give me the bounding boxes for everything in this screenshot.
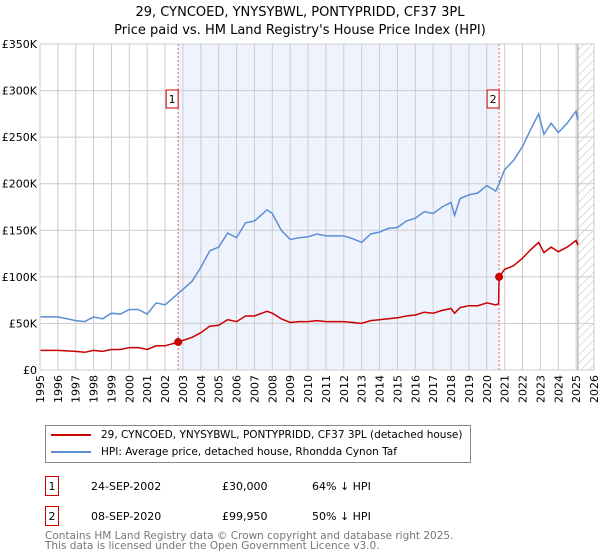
x-tick-label: 2004	[195, 375, 208, 403]
x-tick-label: 2018	[445, 375, 458, 403]
price-paid-line	[40, 239, 579, 354]
legend-item-property: 29, CYNCOED, YNYSYBWL, PONTYPRIDD, CF37 …	[51, 429, 462, 441]
x-tick-label: 2007	[248, 375, 261, 403]
x-tick-label: 2012	[338, 375, 351, 403]
x-tick-label: 2021	[499, 375, 512, 403]
footer-copyright: Contains HM Land Registry data © Crown c…	[45, 530, 454, 542]
x-tick-label: 2020	[481, 375, 494, 403]
x-tick-label: 2009	[284, 375, 297, 403]
sale-marker-box	[486, 89, 500, 109]
x-tick-label: 2016	[409, 375, 422, 403]
y-tick-label: £150K	[2, 224, 38, 237]
y-tick-label: £0	[23, 364, 37, 377]
x-tick-label: 2005	[213, 375, 226, 403]
sale-date: 24-SEP-2002	[91, 479, 162, 493]
x-tick-label: 1999	[105, 375, 118, 403]
sale-point	[495, 272, 504, 281]
x-tick-label: 1998	[88, 375, 101, 403]
sale-badge: 2	[45, 506, 59, 526]
shaded-period	[178, 44, 500, 370]
chart-title: 29, CYNCOED, YNYSYBWL, PONTYPRIDD, CF37 …	[135, 5, 465, 20]
plot-border	[39, 43, 595, 371]
footer-licence: This data is licensed under the Open Gov…	[45, 540, 380, 552]
y-tick-label: £100K	[2, 271, 38, 284]
x-tick-label: 2008	[266, 375, 279, 403]
y-tick-label: £250K	[2, 131, 38, 144]
sale-price: £99,950	[222, 509, 268, 523]
y-tick-label: £300K	[2, 85, 38, 98]
x-tick-label: 2017	[427, 375, 440, 403]
x-tick-label: 2002	[159, 375, 172, 403]
sale-point	[174, 338, 183, 347]
x-tick-label: 2011	[320, 375, 333, 403]
x-tick-label: 2025	[570, 375, 583, 403]
sale-marker-label: 1	[169, 93, 176, 106]
x-tick-label: 2013	[356, 375, 369, 403]
x-tick-label: 2019	[463, 375, 476, 403]
red-line-swatch	[51, 434, 91, 436]
x-tick-label: 2023	[534, 375, 547, 403]
sale-row: 2 08-SEP-2020 £99,950 50% ↓ HPI	[45, 506, 371, 526]
x-tick-label: 1995	[34, 375, 47, 403]
x-tick-label: 2003	[177, 375, 190, 403]
y-tick-label: £200K	[2, 178, 38, 191]
chart-subtitle: Price paid vs. HM Land Registry's House …	[114, 23, 486, 38]
sale-hpi-diff: 50% ↓ HPI	[312, 509, 371, 523]
x-tick-label: 1997	[70, 375, 83, 403]
hpi-line	[40, 109, 579, 323]
x-tick-label: 2026	[588, 375, 600, 403]
sale-date: 08-SEP-2020	[91, 509, 162, 523]
legend: 29, CYNCOED, YNYSYBWL, PONTYPRIDD, CF37 …	[45, 425, 471, 463]
x-tick-label: 2022	[517, 375, 530, 403]
x-tick-label: 2001	[141, 375, 154, 403]
x-tick-label: 2024	[552, 375, 565, 403]
legend-label: HPI: Average price, detached house, Rhon…	[101, 446, 397, 458]
legend-label: 29, CYNCOED, YNYSYBWL, PONTYPRIDD, CF37 …	[101, 429, 463, 441]
x-tick-label: 2010	[302, 375, 315, 403]
sale-marker-box	[165, 89, 179, 109]
y-tick-label: £350K	[2, 38, 38, 51]
blue-line-swatch	[51, 451, 91, 453]
x-tick-label: 2015	[391, 375, 404, 403]
x-tick-label: 2000	[123, 375, 136, 403]
sale-row: 1 24-SEP-2002 £30,000 64% ↓ HPI	[45, 476, 371, 496]
sale-badge: 1	[45, 476, 59, 496]
x-tick-label: 2014	[374, 375, 387, 403]
price-chart: 1995 1996 1997 1998 1999 2000 2001 2002 2003 2004…	[2, 38, 600, 403]
sale-price: £30,000	[222, 479, 268, 493]
footer: Contains HM Land Registry data © Crown c…	[45, 530, 454, 552]
x-tick-label: 1996	[52, 375, 65, 403]
y-tick-label: £50K	[9, 317, 38, 330]
legend-item-hpi: HPI: Average price, detached house, Rhon…	[51, 446, 397, 458]
sale-marker-label: 2	[490, 93, 497, 106]
hatched-future-area	[577, 44, 594, 370]
sale-hpi-diff: 64% ↓ HPI	[312, 479, 371, 493]
x-tick-label: 2006	[231, 375, 244, 403]
